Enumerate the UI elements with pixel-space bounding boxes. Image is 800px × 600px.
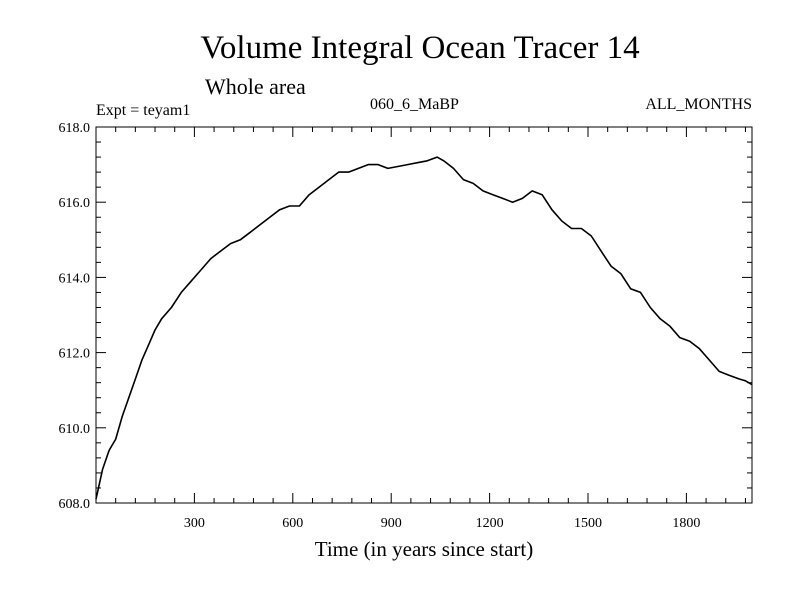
y-tick-label: 618.0 (59, 121, 91, 136)
x-tick-label: 900 (381, 516, 402, 531)
y-tick-label: 612.0 (59, 347, 91, 362)
y-tick-label: 616.0 (59, 196, 91, 211)
x-tick-label: 1500 (574, 516, 602, 531)
y-tick-label: 610.0 (59, 422, 91, 437)
y-tick-label: 608.0 (59, 497, 91, 512)
chart-subtitle: Whole area (205, 74, 306, 99)
x-axis-label: Time (in years since start) (314, 537, 534, 561)
x-tick-label: 300 (184, 516, 205, 531)
experiment-label: Expt = teyam1 (96, 102, 191, 119)
x-tick-label: 1200 (476, 516, 504, 531)
x-tick-label: 1800 (672, 516, 700, 531)
series-line (95, 156, 753, 500)
x-tick-label: 600 (282, 516, 303, 531)
y-tick-label: 614.0 (59, 271, 91, 286)
run-label: 060_6_MaBP (370, 96, 459, 113)
axis-ticks (96, 126, 752, 504)
chart-title: Volume Integral Ocean Tracer 14 (200, 30, 640, 66)
months-label: ALL_MONTHS (645, 96, 752, 113)
axis-tick-labels: 300 600 900 1200 1500 1800 608.0 610.0 612.0 614.… (59, 121, 701, 531)
plot-frame (95, 126, 753, 504)
